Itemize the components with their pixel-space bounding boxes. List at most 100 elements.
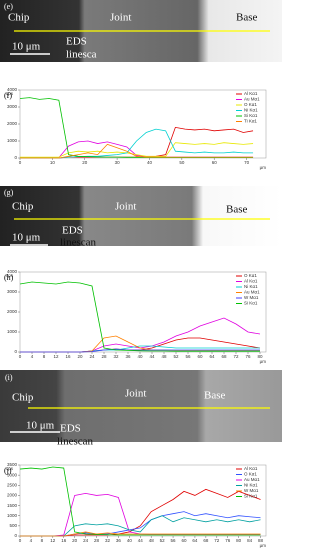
legend-label: Al Kα1 [244, 91, 258, 96]
label: linescan [60, 237, 97, 249]
y-axis-label: cps [6, 466, 14, 471]
x-tick-label: 8 [41, 538, 44, 543]
legend-label: Al Kα1 [244, 279, 258, 284]
y-tick-label: 0 [14, 349, 17, 354]
x-tick-label: 56 [185, 354, 191, 359]
x-tick-label: 68 [221, 354, 227, 359]
x-tick-label: 30 [115, 160, 121, 165]
x-tick-label: 60 [181, 538, 187, 543]
series-line [19, 281, 260, 352]
legend-label: Si Kα1 [244, 301, 258, 306]
image-i: (i) Chip Joint Base 10 μm EDS linescan [0, 370, 282, 448]
panel-label: (j) [4, 466, 12, 475]
image-e: (e) Chip Joint Base 10 μm EDS linesca [0, 0, 282, 62]
y-tick-label: 0 [14, 155, 17, 160]
legend-label: W Mα1 [244, 488, 259, 493]
image-g: (g) Chip Joint Base EDS 10 μm linescan [0, 186, 282, 249]
label: Chip [12, 201, 34, 213]
x-tick-label: 80 [257, 354, 263, 359]
x-tick-label: 0 [19, 538, 22, 543]
legend-label: Si Kα1 [244, 494, 258, 499]
series-line [19, 466, 261, 536]
legend-label: O Kα1 [244, 102, 257, 107]
scale-label: 10 μm [12, 41, 41, 53]
x-tick-label: 20 [77, 354, 83, 359]
x-tick-label: 80 [236, 538, 242, 543]
y-tick-label: 1000 [7, 329, 18, 334]
label: EDS [60, 423, 81, 435]
panel-label: (e) [4, 2, 13, 11]
x-tick-label: 48 [149, 538, 155, 543]
x-tick-label: 0 [19, 354, 22, 359]
y-axis-label: cps [6, 273, 14, 278]
y-tick-label: 4000 [7, 269, 18, 274]
y-tick-label: 3000 [7, 289, 18, 294]
x-tick-label: 64 [209, 354, 215, 359]
label: Base [236, 12, 258, 24]
x-tick-label: 24 [83, 538, 89, 543]
label: Chip [8, 12, 30, 24]
label: linesca [66, 49, 97, 61]
y-axis-label: cps [6, 91, 14, 96]
x-tick-label: 40 [137, 354, 143, 359]
x-axis-label: μm [260, 165, 267, 170]
x-tick-label: 12 [50, 538, 56, 543]
series-line [20, 492, 261, 537]
x-tick-label: 40 [127, 538, 133, 543]
y-tick-label: 2000 [7, 121, 18, 126]
x-tick-label: 16 [61, 538, 67, 543]
series-line [20, 488, 261, 537]
series-line [20, 317, 261, 353]
x-tick-label: 84 [247, 538, 253, 543]
x-axis-label: μm [260, 543, 267, 548]
x-tick-label: 76 [225, 538, 231, 543]
legend-label: Au Mα1 [244, 477, 260, 482]
legend-label: Ni Kα1 [244, 284, 258, 289]
x-tick-label: 72 [233, 354, 239, 359]
x-tick-label: 4 [30, 538, 33, 543]
series-line [19, 97, 254, 158]
y-tick-label: 3000 [7, 472, 18, 477]
panel-label: (h) [4, 273, 14, 282]
panel-label: (f) [4, 91, 12, 100]
label: EDS [66, 36, 87, 48]
y-tick-label: 500 [9, 523, 17, 528]
x-tick-label: 4 [31, 354, 34, 359]
x-tick-label: 0 [19, 160, 22, 165]
y-tick-label: 3000 [7, 104, 18, 109]
series-line [20, 126, 254, 159]
y-tick-label: 2000 [7, 493, 18, 498]
label: linescan [57, 436, 94, 448]
x-tick-label: 32 [113, 354, 119, 359]
legend-label: O Kα1 [244, 273, 257, 278]
scale-label: 10 μm [26, 420, 55, 432]
legend-label: Au Mα1 [244, 97, 260, 102]
label: Joint [115, 201, 136, 213]
label: Base [204, 390, 226, 402]
series-line [20, 142, 254, 158]
x-tick-label: 76 [245, 354, 251, 359]
x-tick-label: 16 [65, 354, 71, 359]
y-tick-label: 2000 [7, 309, 18, 314]
legend-label: Au Mα1 [244, 290, 260, 295]
x-tick-label: 20 [82, 160, 88, 165]
y-tick-label: 1000 [7, 513, 18, 518]
figure: (e) Chip Joint Base 10 μm EDS linesca (g… [0, 0, 282, 548]
x-tick-label: 36 [125, 354, 131, 359]
x-tick-label: 56 [171, 538, 177, 543]
x-tick-label: 10 [50, 160, 56, 165]
series-line [20, 143, 254, 159]
legend-label: Ni Kα1 [244, 483, 258, 488]
x-tick-label: 44 [138, 538, 144, 543]
x-tick-label: 88 [258, 538, 264, 543]
x-tick-label: 40 [147, 160, 153, 165]
x-tick-label: 50 [179, 160, 185, 165]
x-tick-label: 52 [160, 538, 166, 543]
y-tick-label: 4000 [7, 87, 18, 92]
panel-label: (g) [4, 188, 14, 197]
x-tick-label: 52 [173, 354, 179, 359]
panel-label: (i) [5, 373, 13, 382]
legend-label: W Mα1 [244, 295, 259, 300]
x-tick-label: 20 [72, 538, 78, 543]
scale-label: 10 μm [12, 232, 41, 244]
